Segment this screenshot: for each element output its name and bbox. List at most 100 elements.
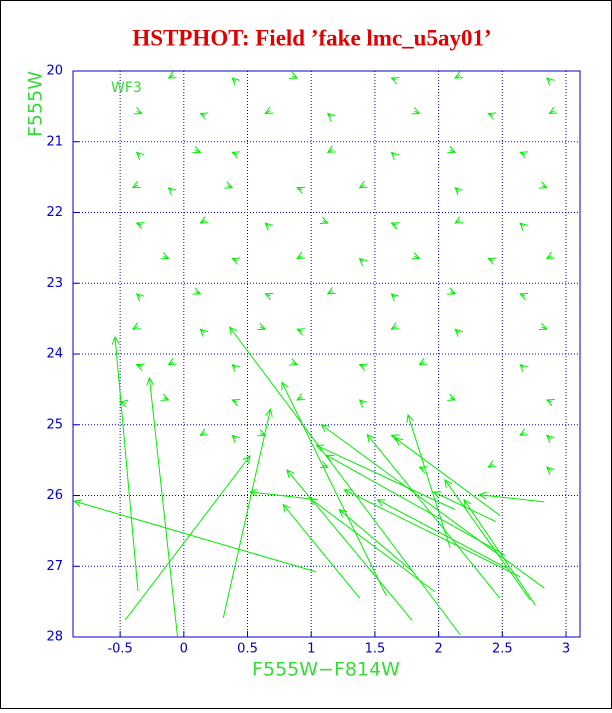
- vector-shaft: [366, 434, 501, 599]
- vector-head: [454, 328, 463, 337]
- vector-head: [146, 376, 155, 386]
- y-tick-label: 24: [46, 347, 63, 362]
- vector-head: [418, 466, 428, 474]
- vector-head: [519, 222, 528, 231]
- x-tick-label: 1: [307, 642, 315, 657]
- vector-shaft: [344, 489, 521, 578]
- vector-shaft: [148, 378, 178, 637]
- vector-head: [264, 222, 274, 231]
- vector-shaft: [321, 424, 545, 589]
- vector-head: [358, 399, 368, 408]
- vector-head: [546, 77, 555, 86]
- vector-head: [135, 151, 145, 160]
- vector-head: [390, 293, 400, 302]
- vector-shaft: [463, 499, 536, 606]
- vector-head: [478, 491, 488, 500]
- vector-head: [265, 408, 273, 418]
- x-tick-label: 1.5: [365, 642, 386, 657]
- vector-head: [358, 363, 368, 371]
- vector-head: [135, 293, 145, 302]
- vector-head: [199, 216, 209, 224]
- y-tick-label: 27: [46, 559, 63, 574]
- vector-head: [519, 363, 528, 373]
- vector-head: [264, 106, 274, 115]
- vector-head: [133, 107, 143, 115]
- x-tick-label: 0.5: [237, 642, 258, 657]
- chart-title: HSTPHOT: Field ’fake lmc_u5ay01’: [132, 25, 491, 50]
- y-tick-label: 20: [46, 64, 63, 79]
- vector-head: [447, 393, 457, 401]
- vector-head: [432, 491, 442, 499]
- annotation: WF3: [111, 80, 142, 96]
- vector-shaft: [377, 499, 507, 569]
- vector-head: [296, 251, 306, 260]
- vector-head: [394, 437, 404, 446]
- vector-head: [231, 434, 241, 443]
- vector-head: [487, 460, 497, 468]
- vector-head: [390, 322, 400, 330]
- vector-shaft: [282, 504, 361, 599]
- vector-head: [199, 328, 209, 337]
- vector-head: [231, 363, 241, 373]
- vector-head: [390, 77, 400, 85]
- x-tick-label: 0: [180, 642, 188, 657]
- vector-head: [315, 444, 325, 452]
- vector-shaft: [229, 326, 461, 636]
- vector-head: [538, 181, 548, 189]
- vector-head: [390, 222, 400, 230]
- vector-head: [338, 508, 348, 518]
- vector-head: [73, 499, 83, 507]
- vector-head: [519, 292, 529, 301]
- vector-head: [320, 424, 330, 433]
- vector-head: [519, 428, 529, 436]
- vector-head: [463, 498, 472, 508]
- vector-head: [282, 503, 291, 513]
- vector-head: [192, 287, 202, 295]
- vector-head: [411, 107, 421, 115]
- vector-head: [296, 328, 306, 336]
- vector-shaft: [444, 479, 531, 601]
- vector-head: [257, 322, 267, 331]
- vector-head: [242, 454, 251, 464]
- vector-head: [326, 145, 336, 153]
- y-tick-label: 28: [46, 630, 63, 645]
- vector-head: [111, 335, 120, 345]
- vector-head: [487, 112, 497, 120]
- vector-head: [192, 146, 202, 154]
- vector-head: [358, 257, 368, 267]
- vector-head: [248, 488, 258, 497]
- vector-head: [326, 287, 336, 295]
- vector-head: [135, 222, 145, 230]
- vector-shaft: [407, 414, 451, 549]
- x-tick-label: -0.5: [107, 642, 132, 657]
- x-axis-label: F555W−F814W: [252, 659, 400, 681]
- y-tick-label: 21: [46, 134, 63, 149]
- vector-shaft: [286, 469, 413, 621]
- plot-frame: [72, 70, 581, 638]
- vector-head: [135, 363, 145, 371]
- vector-shaft: [250, 491, 318, 501]
- vector-head: [160, 252, 170, 260]
- vector-head: [325, 454, 335, 463]
- vector-head: [411, 252, 421, 260]
- vector-head: [546, 434, 555, 443]
- vector-head: [167, 357, 177, 366]
- vector-head: [296, 393, 306, 401]
- y-axis-label: F555W: [25, 71, 47, 137]
- vector-head: [231, 257, 241, 265]
- y-tick-label: 23: [46, 276, 63, 291]
- vector-head: [545, 399, 555, 407]
- vector-head: [454, 216, 464, 224]
- vector-head: [281, 381, 289, 391]
- vector-head: [366, 433, 375, 443]
- vector-head: [390, 434, 400, 442]
- vector-head: [319, 216, 329, 225]
- vector-head: [343, 489, 353, 497]
- vector-head: [228, 326, 238, 336]
- vector-head: [199, 112, 209, 120]
- vector-head: [519, 151, 529, 159]
- vector-shaft: [326, 454, 506, 556]
- vector-head: [224, 181, 234, 189]
